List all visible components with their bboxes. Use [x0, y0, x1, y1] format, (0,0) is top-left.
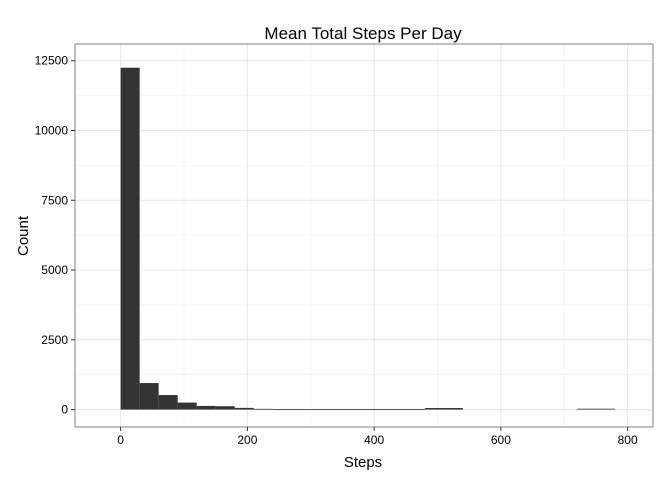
histogram-bar — [272, 409, 292, 410]
histogram-bar — [367, 409, 387, 410]
x-axis-label: Steps — [344, 454, 382, 471]
histogram-bar — [234, 407, 254, 410]
y-tick-label: 2500 — [41, 333, 68, 347]
histogram-bar — [595, 408, 615, 410]
y-tick-label: 7500 — [41, 193, 68, 207]
histogram-bar — [576, 408, 596, 410]
histogram-bar — [215, 406, 235, 410]
histogram-bar — [177, 402, 197, 410]
x-tick-label: 400 — [364, 433, 384, 447]
histogram-bar — [139, 383, 159, 410]
histogram-bar — [348, 409, 368, 410]
y-tick-label: 10000 — [35, 124, 69, 138]
x-tick-label: 800 — [618, 433, 638, 447]
axis-ticks: 0 200 400 600 800 0 2500 5000 7500 10000 12500 — [35, 54, 638, 447]
histogram-bar — [158, 395, 178, 410]
histogram-bar — [310, 409, 330, 410]
y-axis-label: Count — [15, 215, 32, 256]
histogram-bar — [405, 409, 425, 410]
chart-title: Mean Total Steps Per Day — [264, 24, 462, 43]
histogram-bar — [291, 409, 311, 410]
y-tick-label: 5000 — [41, 263, 68, 277]
histogram-bar — [253, 408, 273, 410]
histogram-bar — [386, 409, 406, 410]
x-tick-label: 0 — [117, 433, 124, 447]
histogram-bar — [329, 409, 349, 410]
histogram-bar — [196, 405, 216, 410]
histogram-bar — [443, 408, 463, 410]
histogram-bar — [424, 408, 444, 410]
grid — [75, 44, 653, 427]
x-tick-label: 600 — [491, 433, 511, 447]
y-tick-label: 0 — [61, 403, 68, 417]
x-tick-label: 200 — [237, 433, 257, 447]
bars — [120, 67, 615, 410]
y-tick-label: 12500 — [35, 54, 69, 68]
plot-panel — [74, 43, 654, 428]
histogram-bar — [120, 67, 140, 410]
